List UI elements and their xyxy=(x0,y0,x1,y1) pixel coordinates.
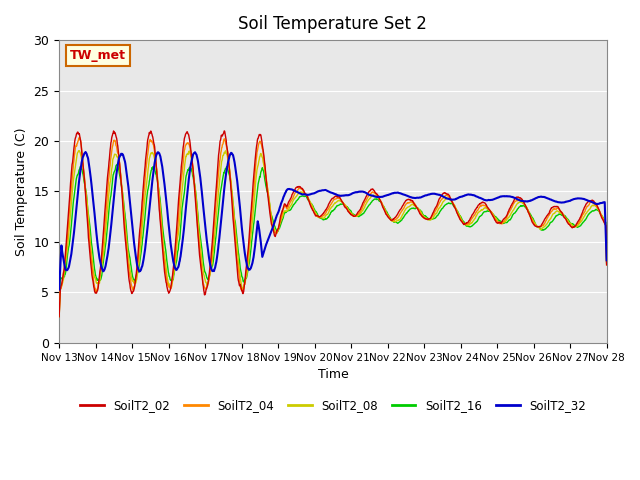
Title: Soil Temperature Set 2: Soil Temperature Set 2 xyxy=(239,15,428,33)
Y-axis label: Soil Temperature (C): Soil Temperature (C) xyxy=(15,127,28,256)
Text: TW_met: TW_met xyxy=(70,49,126,62)
X-axis label: Time: Time xyxy=(317,368,348,381)
Legend: SoilT2_02, SoilT2_04, SoilT2_08, SoilT2_16, SoilT2_32: SoilT2_02, SoilT2_04, SoilT2_08, SoilT2_… xyxy=(76,394,591,417)
